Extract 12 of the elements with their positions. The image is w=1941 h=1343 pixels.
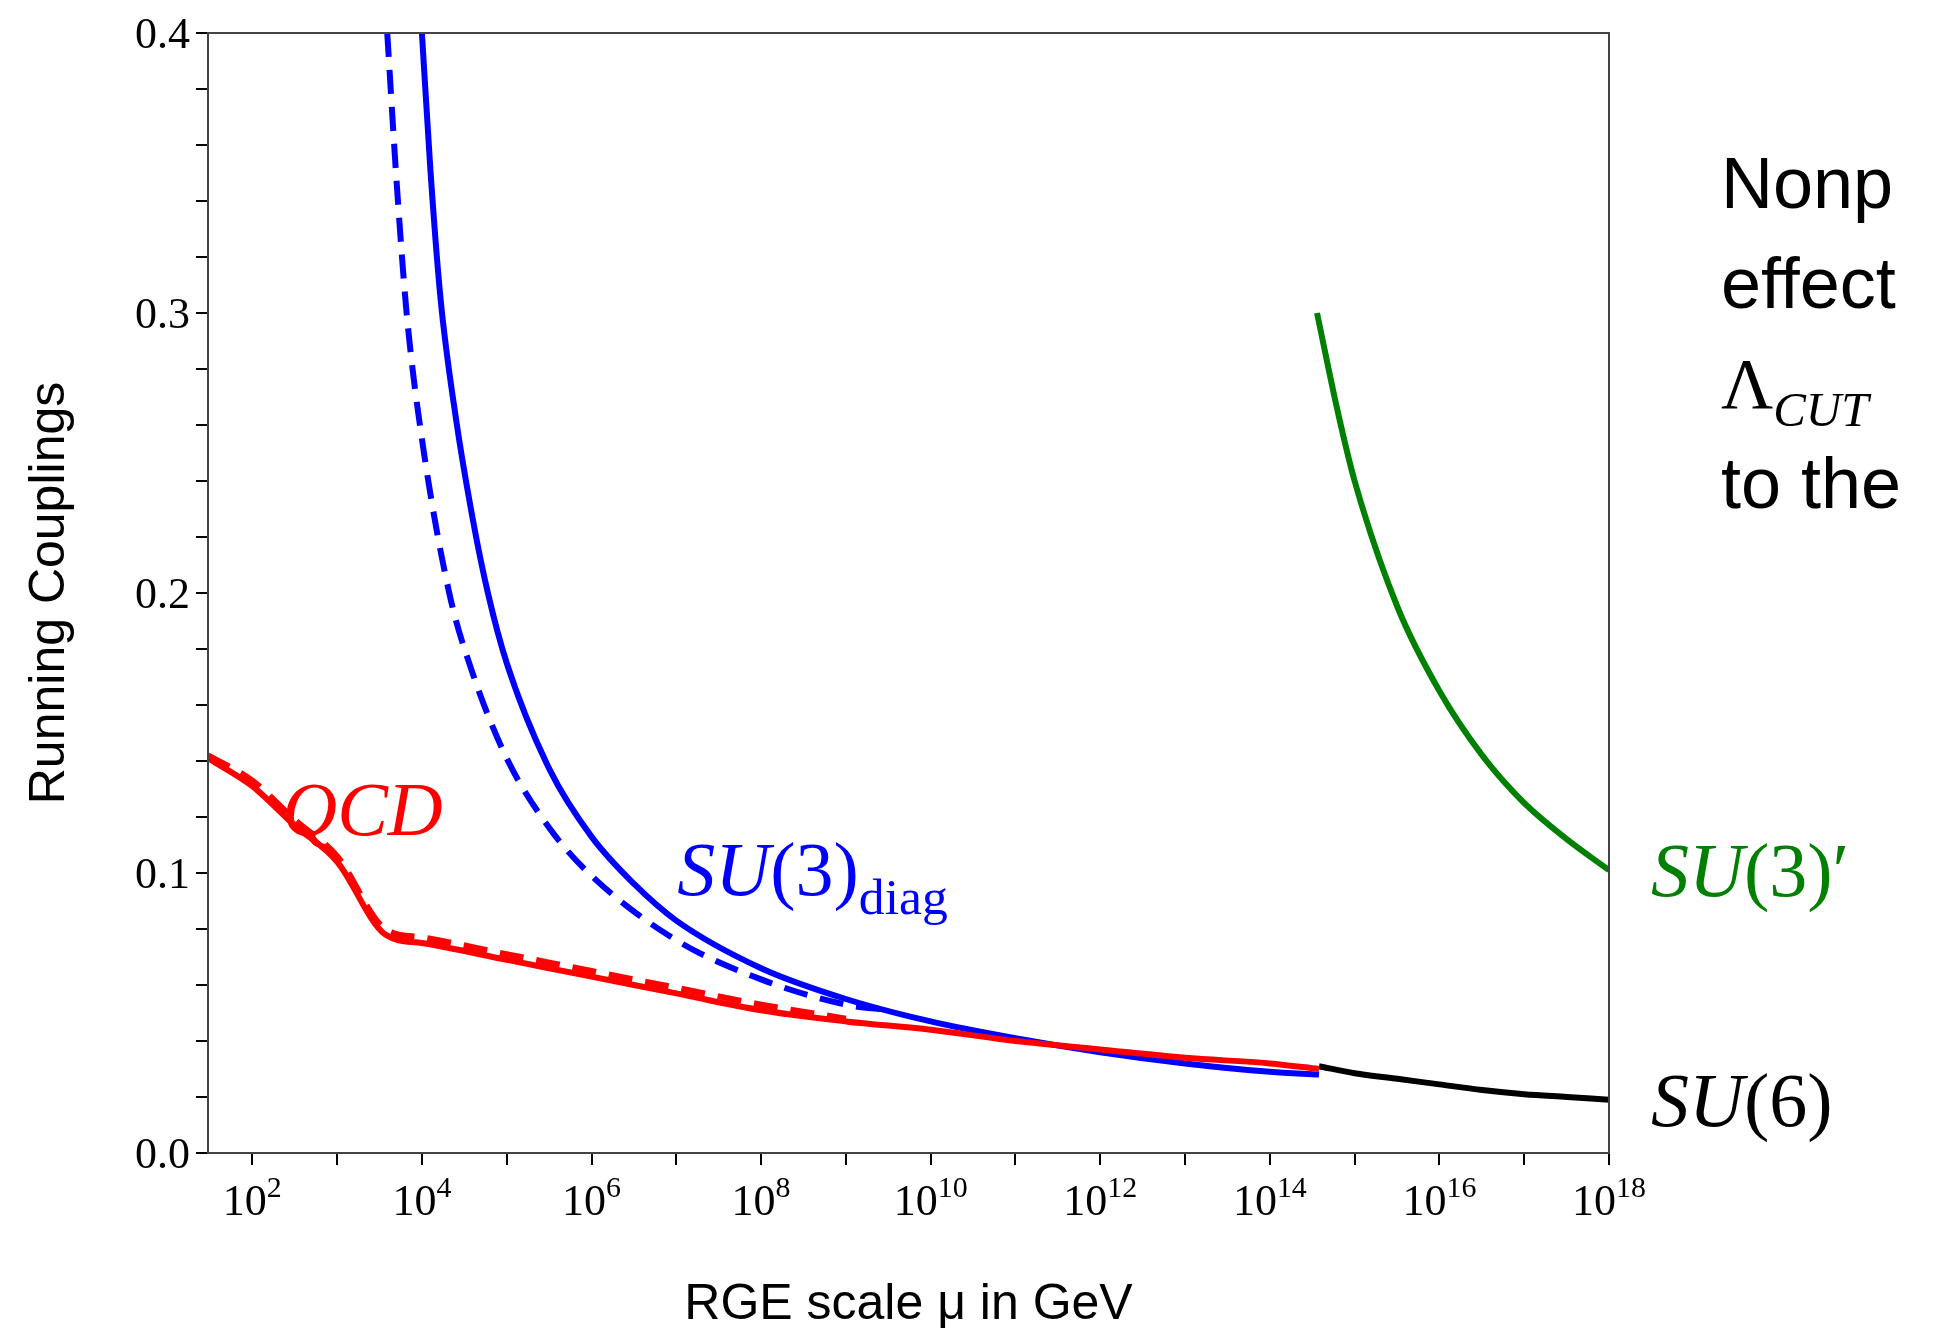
y-tick-label: 0.0 <box>135 1129 190 1178</box>
series-label: SU(3)′ <box>1651 828 1850 914</box>
y-tick-label: 0.1 <box>135 849 190 898</box>
y-tick-label: 0.3 <box>135 289 190 338</box>
text: effect <box>1721 243 1896 323</box>
series-label: SU(6) <box>1651 1057 1833 1143</box>
x-axis-title: RGE scale μ in GeV <box>684 1273 1134 1330</box>
y-tick-label: 0.4 <box>135 9 190 58</box>
text: Nonp <box>1721 143 1894 223</box>
y-axis-title: Running Couplings <box>18 381 75 805</box>
y-tick-label: 0.2 <box>135 569 190 618</box>
text: to the <box>1721 443 1902 523</box>
